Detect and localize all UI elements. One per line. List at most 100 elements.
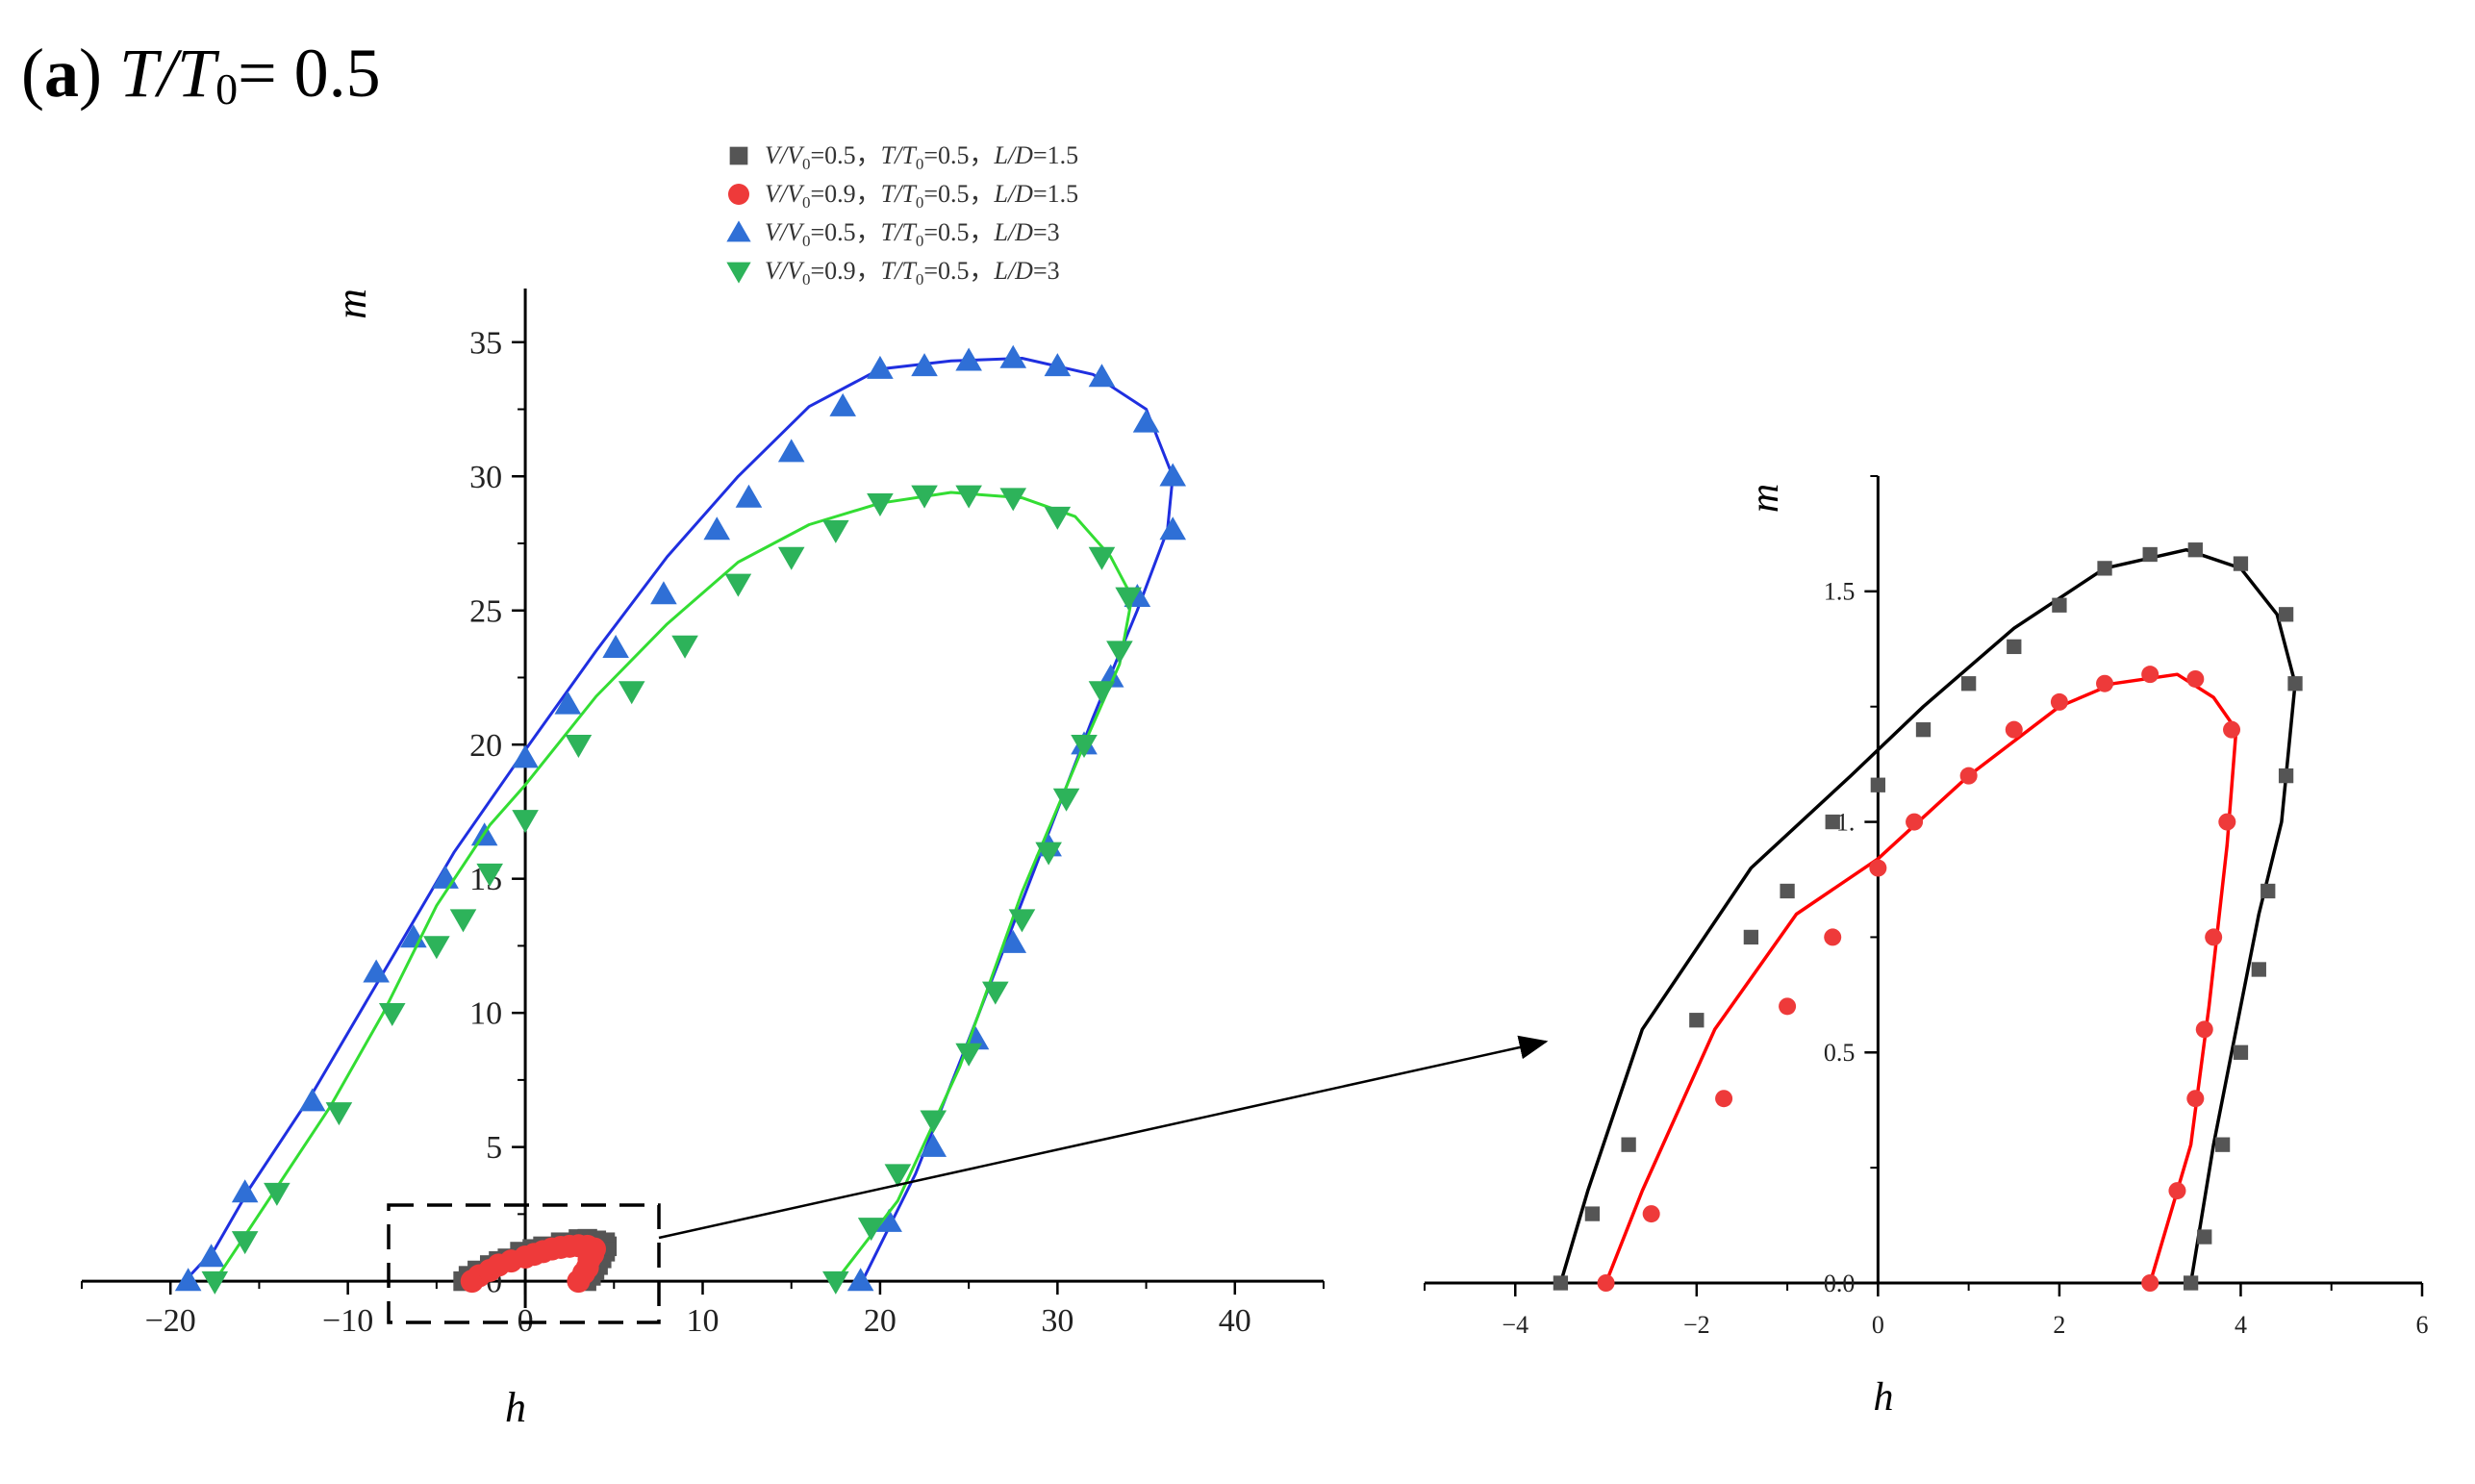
- inset-x-tick-label: −2: [1683, 1311, 1710, 1339]
- legend-marker-0: [729, 146, 748, 165]
- inset-x-axis-label: h: [1874, 1375, 1894, 1420]
- inset-series-1-line: [1604, 672, 2238, 1284]
- panel-label-sub: 0: [215, 64, 238, 113]
- inset-series-0-point: [1743, 929, 1759, 945]
- panel-label-quantity: T/T: [119, 35, 220, 112]
- panel-label-open: (: [21, 35, 44, 112]
- main-x-tick-label: −20: [145, 1303, 196, 1339]
- main-series-2-line: [183, 357, 1174, 1283]
- main-y-tick-label: 20: [469, 728, 502, 764]
- inset-series-0-point: [2183, 1275, 2199, 1291]
- main-series-2-point: [955, 347, 982, 371]
- legend-marker-3: [726, 262, 751, 284]
- main-series-3-point: [512, 810, 539, 834]
- inset-series-0-point: [2197, 1229, 2212, 1245]
- main-series-3-point: [565, 735, 593, 759]
- main-series-3-point: [264, 1182, 290, 1206]
- main-series-3-point: [201, 1270, 229, 1295]
- main-y-axis-label: m: [328, 289, 375, 319]
- inset-series-1-point: [1715, 1090, 1733, 1108]
- main-x-axis-label: h: [505, 1384, 526, 1431]
- main-series-2-point: [1132, 409, 1160, 433]
- main-series-3-point: [1106, 641, 1133, 665]
- main-series-3-point: [1044, 506, 1072, 530]
- inset-series-1-point: [2205, 928, 2223, 946]
- main-x-tick-label: 30: [1041, 1303, 1073, 1339]
- main-series-3-point: [423, 936, 450, 960]
- inset-series-0-point: [2052, 597, 2067, 613]
- main-plot: −20−1001020304005101520253035hm: [81, 289, 1325, 1431]
- main-series-3-point: [955, 485, 982, 509]
- inset-series-1-point: [1959, 767, 1978, 785]
- inset-series-0-point: [1553, 1275, 1569, 1291]
- main-series-2-point: [197, 1244, 225, 1268]
- main-series-2-point: [920, 1133, 947, 1157]
- inset-x-tick-label: 2: [2053, 1311, 2065, 1339]
- main-series-3-point: [231, 1231, 259, 1255]
- inset-x-tick-label: −4: [1502, 1311, 1528, 1339]
- inset-series-0-point: [2142, 546, 2158, 563]
- main-series-2-point: [363, 959, 390, 983]
- main-series-3-point: [1071, 735, 1098, 759]
- legend: V/V0=0.5，T/T0=0.5，L/D=1.5 V/V0=0.9，T/T0=0…: [726, 141, 1078, 289]
- legend-marker-2: [726, 220, 751, 242]
- main-series-3-point: [920, 1110, 947, 1134]
- main-series-2-point: [777, 439, 805, 463]
- inset-series-0-point: [1621, 1137, 1636, 1152]
- inset-series-1-point: [2223, 720, 2241, 739]
- main-series-3-point: [955, 1043, 982, 1067]
- main-series-2-point: [602, 634, 629, 658]
- main-series-3-point: [999, 488, 1027, 512]
- inset-y-tick-label: 1.5: [1824, 578, 1856, 606]
- main-y-tick-label: 35: [469, 325, 502, 361]
- main-x-tick-label: −10: [322, 1303, 373, 1339]
- main-series-2-point: [554, 691, 582, 715]
- zoom-box: [387, 1203, 661, 1324]
- main-series-3-point: [982, 981, 1009, 1005]
- legend-entry-2: V/V0=0.5，T/T0=0.5，L/D=3: [765, 218, 1060, 250]
- main-series-2-point: [703, 516, 731, 541]
- inset-series-0-point: [2287, 676, 2303, 692]
- inset-series-0-point: [2007, 639, 2022, 655]
- main-series-2-point: [875, 1208, 902, 1232]
- main-series-3-point: [1008, 909, 1036, 933]
- main-series-2-point: [867, 355, 894, 379]
- main-y-tick-label: 5: [486, 1130, 502, 1166]
- inset-series-1-point: [1869, 859, 1887, 877]
- main-series-2-point: [1088, 364, 1116, 388]
- panel-label: (a) T/T0= 0.5: [21, 35, 381, 113]
- inset-y-tick-label: 0.0: [1824, 1270, 1856, 1297]
- main-series-2-point: [999, 929, 1027, 953]
- main-series-2-point: [735, 484, 763, 508]
- main-series-3-point: [378, 1002, 406, 1026]
- inset-series-0-point: [2187, 542, 2203, 558]
- main-series-2-point: [231, 1179, 259, 1203]
- inset-series-0-point: [1960, 676, 1977, 692]
- main-series-2-point: [999, 344, 1027, 368]
- main-series-2-point: [650, 581, 677, 605]
- main-series-3-line: [214, 490, 1134, 1283]
- main-series-3-point: [1115, 587, 1142, 611]
- main-series-3-point: [618, 681, 645, 705]
- inset-series-1-point: [1597, 1274, 1615, 1292]
- inset-x-tick-label: 4: [2235, 1311, 2247, 1339]
- inset-series-0-point: [2278, 607, 2294, 622]
- main-series-3-point: [1035, 842, 1062, 866]
- inset-series-1-point: [2186, 1090, 2205, 1108]
- inset-y-tick-label: 0.5: [1824, 1039, 1856, 1067]
- main-series-2-point: [1044, 353, 1072, 377]
- inset-series-1-point: [2141, 1274, 2159, 1292]
- main-series-1-point: [567, 1270, 591, 1294]
- main-x-tick-label: 20: [864, 1303, 897, 1339]
- legend-entry-0: V/V0=0.5，T/T0=0.5，L/D=1.5: [765, 141, 1078, 173]
- zoom-arrow: [658, 1035, 1549, 1240]
- inset-series-1-point: [1642, 1205, 1660, 1223]
- inset-series-0-point: [1780, 883, 1795, 899]
- inset-series-0-point: [1825, 814, 1840, 830]
- inset-series-0-point: [1870, 777, 1886, 792]
- main-series-2-point: [911, 353, 938, 377]
- main-series-3-point: [822, 519, 849, 543]
- main-series-3-point: [911, 485, 938, 509]
- inset-series-1-point: [2141, 666, 2159, 684]
